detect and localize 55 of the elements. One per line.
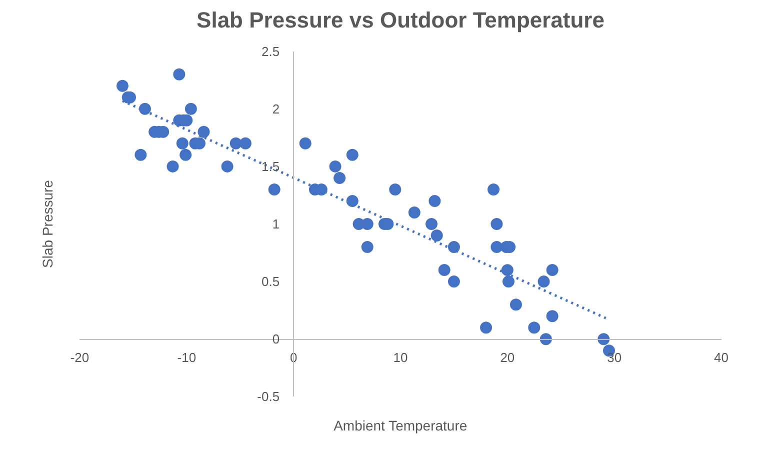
point [180, 148, 192, 161]
point [546, 264, 558, 276]
point [426, 218, 438, 230]
point [116, 80, 129, 92]
point [221, 160, 234, 172]
point [173, 68, 186, 80]
point [438, 264, 450, 276]
chart-title: Slab Pressure vs Outdoor Temperature [196, 8, 604, 32]
point [540, 333, 552, 346]
point [389, 183, 402, 196]
point [138, 102, 151, 115]
point [184, 102, 197, 115]
y-tick-label: 1 [272, 216, 280, 232]
x-tick-label: -20 [70, 350, 90, 366]
point [510, 298, 522, 311]
point [430, 230, 443, 242]
x-tick-label: 10 [393, 350, 408, 366]
x-tick-label: 40 [714, 350, 728, 366]
point [361, 241, 374, 254]
y-tick-label: 0.5 [262, 274, 280, 290]
point [134, 148, 147, 161]
point [546, 310, 558, 322]
y-tick-label: -0.5 [257, 389, 280, 404]
point [488, 183, 500, 196]
point [239, 137, 252, 150]
point [299, 137, 312, 150]
point [538, 276, 550, 288]
x-tick-label: 20 [500, 350, 515, 366]
point [346, 194, 358, 207]
point [598, 333, 610, 346]
y-tick-label: 0 [272, 332, 280, 347]
y-axis-title: Slab Pressure [40, 180, 56, 268]
x-tick-label: -10 [177, 350, 196, 366]
point [490, 218, 503, 230]
point [448, 276, 460, 288]
point [230, 137, 242, 150]
y-tick-label: 2 [272, 101, 280, 116]
point [501, 264, 514, 276]
point [268, 183, 280, 196]
point [166, 160, 179, 172]
point [329, 160, 342, 172]
point [528, 322, 540, 334]
point [480, 322, 492, 334]
point [346, 148, 358, 161]
point [448, 241, 460, 254]
point [490, 241, 503, 254]
point [502, 276, 514, 288]
x-tick-label: 30 [607, 350, 622, 366]
point [334, 172, 346, 184]
point [408, 206, 420, 218]
x-axis-title: Ambient Temperature [334, 418, 468, 434]
y-tick-label: 2.5 [262, 44, 280, 59]
point [198, 126, 210, 138]
point [428, 194, 441, 207]
point [176, 137, 188, 150]
